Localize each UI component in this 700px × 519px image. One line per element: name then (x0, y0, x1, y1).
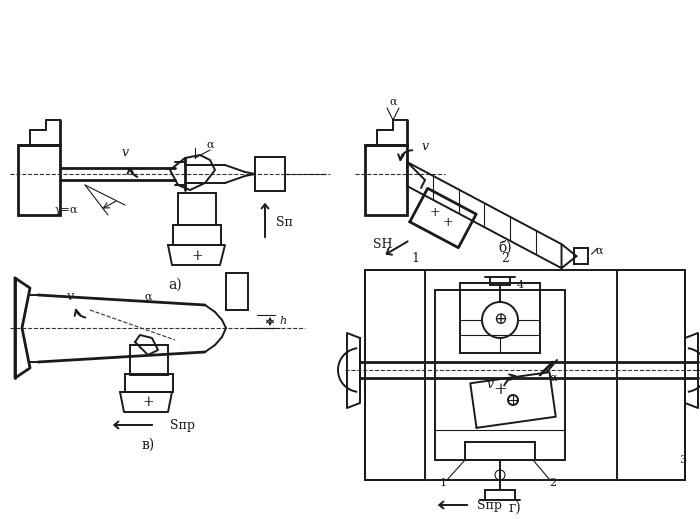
Bar (573, 248, 587, 264)
Text: 1: 1 (411, 252, 419, 265)
Bar (435, 290, 565, 460)
Text: 1: 1 (440, 478, 447, 488)
Text: α: α (596, 246, 603, 256)
Text: а): а) (168, 278, 182, 292)
Text: +: + (191, 249, 203, 263)
Text: г): г) (509, 501, 522, 515)
Text: 2: 2 (501, 252, 509, 265)
Text: v: v (121, 146, 129, 159)
Bar (178, 193, 216, 225)
Bar (18, 145, 60, 215)
Text: +: + (442, 216, 454, 229)
Text: v: v (486, 378, 493, 391)
Bar (130, 345, 168, 375)
Bar (365, 270, 425, 480)
Text: v: v (421, 141, 428, 154)
Text: Sп: Sп (276, 215, 293, 228)
Text: Sпр: Sпр (477, 499, 502, 512)
Bar (460, 283, 540, 353)
Text: 4: 4 (517, 280, 524, 290)
Bar (365, 145, 407, 215)
Bar (173, 225, 221, 245)
Text: +: + (493, 381, 507, 399)
Bar (465, 442, 535, 460)
Text: α: α (550, 373, 556, 383)
Text: б): б) (498, 241, 512, 255)
Bar (255, 157, 285, 191)
Text: α: α (389, 97, 397, 107)
Bar (617, 270, 685, 480)
Text: h: h (279, 316, 286, 326)
Text: α: α (144, 292, 152, 302)
Bar (226, 273, 248, 310)
Text: в): в) (141, 438, 155, 452)
Bar (365, 270, 685, 480)
Bar (125, 374, 173, 392)
Text: SН: SН (374, 238, 393, 251)
Text: 2: 2 (550, 478, 556, 488)
Text: γ=α: γ=α (55, 205, 78, 215)
Text: α: α (206, 140, 214, 150)
Text: +: + (430, 207, 440, 220)
Text: +: + (142, 395, 154, 409)
Text: 3: 3 (680, 455, 687, 465)
Text: v: v (66, 291, 74, 304)
Text: Sпр: Sпр (170, 418, 195, 431)
Text: ⊕: ⊕ (493, 311, 507, 329)
